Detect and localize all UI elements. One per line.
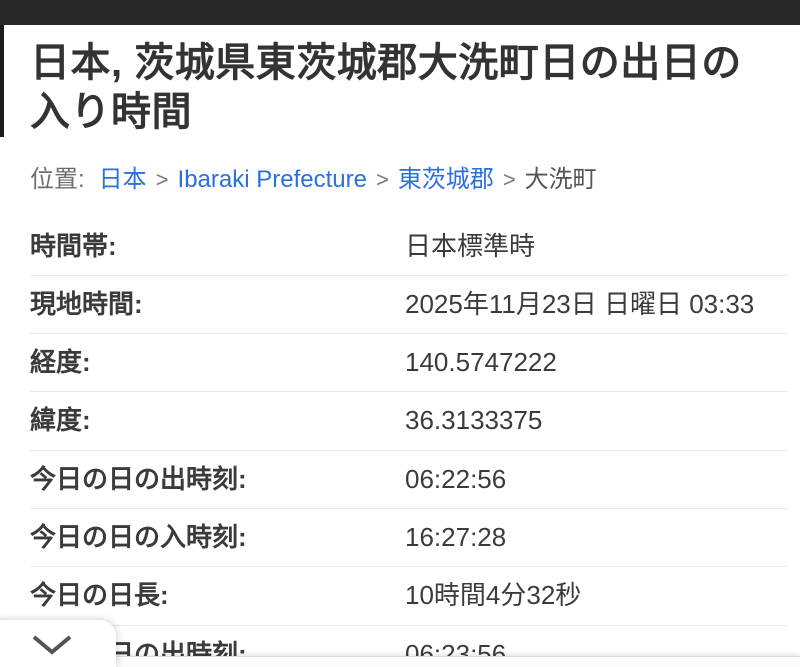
status-bar [0,0,800,25]
breadcrumb-item: 日本 > [99,166,178,193]
row-value: 140.5747222 [405,347,557,378]
row-label: 今日の日の入時刻: [30,522,247,553]
table-row: 現地時間: 2025年11月23日 日曜日 03:33 [30,274,788,333]
breadcrumb-separator: > [155,166,169,192]
row-value: 日本標準時 [405,230,536,261]
row-label: 現地時間: [30,288,143,319]
page-title: 日本, 茨城県東茨城郡大洗町日の出日の入り時間 [30,41,742,134]
row-label: 緯度: [30,405,91,436]
breadcrumb-item-text[interactable]: 日本 [98,165,147,193]
breadcrumb-label: 位置: [30,165,85,193]
table-row: 今日の日の入時刻: 16:27:28 [30,508,788,566]
breadcrumb-item: 大洗町> [525,166,597,193]
table-row: 今日の日の出時刻: 06:22:56 [30,449,788,508]
info-table: 時間帯: 日本標準時 現地時間: 2025年11月23日 日曜日 03:33 経… [30,218,788,667]
bottom-sheet-edge [0,656,800,667]
row-value: 10時間4分32秒 [405,580,582,611]
row-value: 36.3133375 [405,405,543,436]
table-row: 緯度: 36.3133375 [30,391,788,449]
chevron-down-icon [29,631,75,657]
row-label: 時間帯: [30,230,117,261]
table-row: 今日の日長: 10時間4分32秒 [30,566,788,624]
table-row: 時間帯: 日本標準時 [30,218,788,275]
breadcrumb-item-text[interactable]: Ibaraki Prefecture [177,165,367,193]
breadcrumb-item-text[interactable]: 大洗町 [524,165,597,193]
breadcrumb: 位置: 日本 > Ibaraki Prefecture > 東茨城郡 > 大洗町> [30,159,788,194]
row-label: 今日の日長: [30,580,169,611]
row-value: 16:27:28 [405,522,507,553]
table-row: 経度: 140.5747222 [30,333,788,391]
breadcrumb-item-text[interactable]: 東茨城郡 [397,165,494,193]
row-label: 経度: [30,347,91,378]
breadcrumb-item: Ibaraki Prefecture > [178,166,398,193]
left-edge-strip [0,25,4,137]
breadcrumb-separator: > [502,166,516,192]
breadcrumb-separator: > [375,166,389,192]
row-value: 06:22:56 [405,463,507,494]
row-value: 2025年11月23日 日曜日 03:33 [405,288,755,319]
expand-panel-button[interactable] [0,620,116,667]
row-label: 今日の日の出時刻: [30,463,247,494]
breadcrumb-item: 東茨城郡 > [398,166,525,193]
